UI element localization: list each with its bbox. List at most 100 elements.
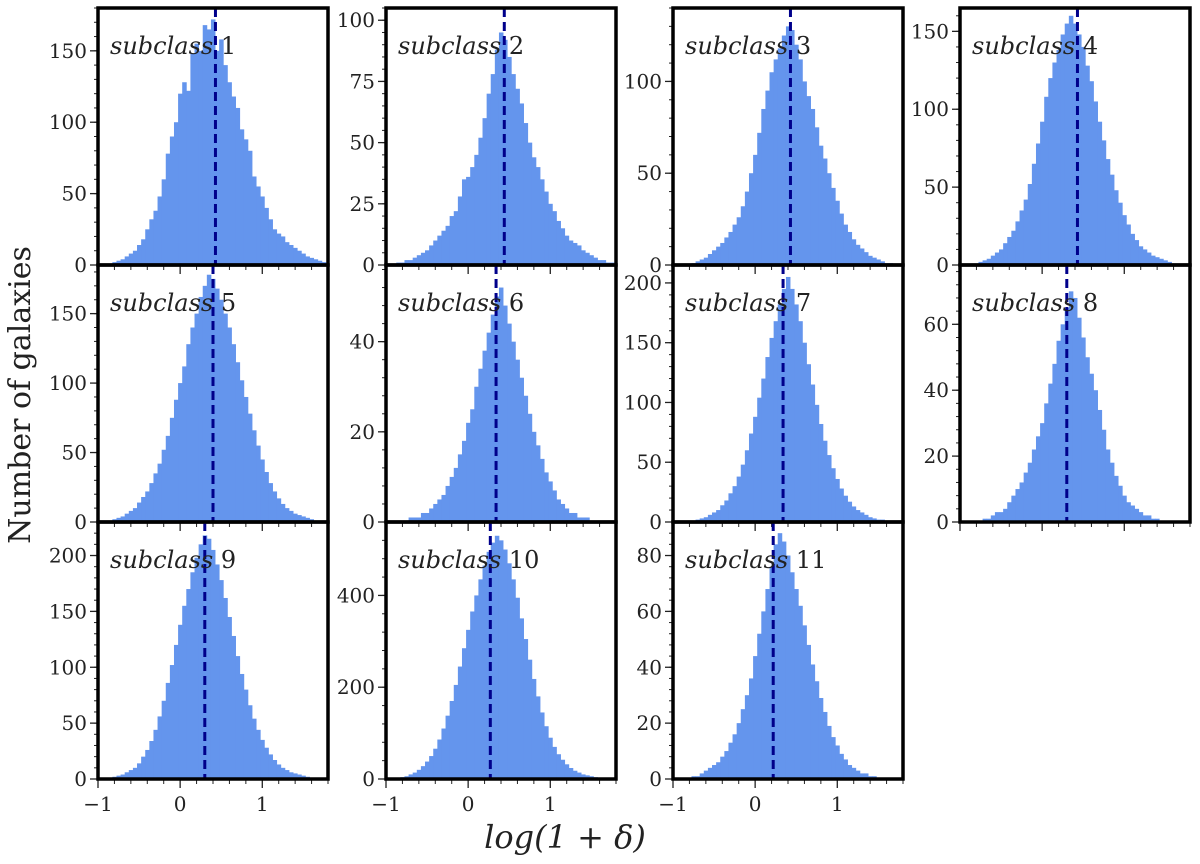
x-tick-label: 0 [174, 792, 187, 816]
histogram-bar [273, 491, 278, 522]
histogram-bar [774, 59, 779, 265]
histogram-bar [277, 234, 282, 265]
histogram-bar [1069, 291, 1074, 522]
histogram-bar [244, 139, 249, 265]
histogram-bar [749, 173, 754, 265]
histogram-bar [765, 91, 770, 265]
histogram-bar [182, 82, 187, 265]
histogram-bar [458, 667, 463, 779]
histogram-bar [1044, 403, 1049, 522]
histogram-bar [782, 542, 787, 779]
histogram-bar [1015, 489, 1020, 522]
histogram-bar [174, 400, 179, 522]
histogram-bar [454, 468, 459, 522]
histogram-bar [227, 617, 232, 779]
histogram-bar [450, 701, 455, 779]
histogram-bar [478, 138, 483, 265]
histogram-bar [273, 760, 278, 779]
histogram-bar [478, 369, 483, 522]
histogram-bar [1081, 337, 1086, 522]
histogram-bar [166, 154, 171, 265]
histogram-bar [577, 245, 582, 265]
panel-title: subclass 10 [398, 546, 539, 574]
histogram-bar [145, 750, 150, 779]
histogram-bar [778, 304, 783, 522]
histogram-bar [1020, 482, 1025, 522]
histogram-bar [462, 179, 467, 265]
histogram-bar [149, 741, 154, 779]
histogram-bar [1003, 243, 1008, 265]
histogram-bar [786, 26, 791, 265]
histogram-bar [524, 396, 529, 522]
y-tick-label: 20 [350, 420, 375, 444]
histogram-bar [289, 245, 294, 265]
y-tick-label: 20 [637, 711, 662, 735]
histogram-bar [260, 740, 265, 779]
histogram-bar [199, 297, 204, 522]
histogram-bar [252, 176, 257, 265]
histogram-bar [240, 380, 245, 522]
histogram-bar [716, 762, 721, 779]
histogram-bar [215, 289, 220, 522]
histogram-bar [1040, 122, 1045, 265]
histogram-bar [835, 201, 840, 265]
histogram-bar [256, 446, 261, 522]
histogram-bar [470, 611, 475, 779]
histogram-bar [852, 506, 857, 522]
x-tick-label: 1 [831, 792, 844, 816]
histogram-bar [1073, 298, 1078, 522]
histogram-bar [137, 763, 142, 779]
histogram-bar [864, 252, 869, 265]
histogram-bar [499, 540, 504, 779]
histogram-bar [503, 550, 508, 779]
histogram-bar [166, 683, 171, 779]
x-axis-label: log(1 + δ) [484, 818, 646, 856]
histogram-bar [499, 288, 504, 522]
histogram-bar [1098, 410, 1103, 522]
histogram-bar [835, 479, 840, 522]
y-tick-label: 60 [924, 312, 949, 336]
panel-title: subclass 4 [972, 32, 1098, 60]
histogram-bar [454, 211, 459, 265]
histogram-bar [178, 94, 183, 265]
histogram-bar [741, 709, 746, 779]
histogram-bar [519, 618, 524, 779]
histogram-bar [281, 236, 286, 265]
histogram-bar [536, 167, 541, 265]
histogram-bar [819, 424, 824, 522]
histogram-bar [158, 196, 163, 265]
y-tick-label: 0 [74, 510, 87, 534]
histogram-bar [536, 445, 541, 522]
y-tick-label: 400 [337, 583, 375, 607]
histogram-bar [823, 159, 828, 265]
histogram-bar [446, 716, 451, 779]
histogram-bar [1106, 159, 1111, 265]
histogram-bar [856, 245, 861, 265]
histogram-bar [421, 253, 426, 265]
histogram-bar [831, 468, 836, 522]
histogram-bar [556, 221, 561, 265]
histogram-bar [790, 572, 795, 779]
histogram-bar [519, 103, 524, 265]
histogram-bar [720, 505, 725, 522]
histogram-bar [802, 625, 807, 779]
histogram-bar [421, 766, 426, 779]
histogram-bar [1003, 509, 1008, 522]
histogram-bar [466, 630, 471, 779]
histogram-bar [166, 436, 171, 522]
panel-title: subclass 1 [110, 32, 236, 60]
histogram-bar [507, 57, 512, 265]
histogram-bar [1130, 506, 1135, 522]
histogram-bar [737, 217, 742, 265]
x-tick-label: 1 [544, 792, 557, 816]
histogram-bar [1139, 246, 1144, 265]
histogram-bars [691, 26, 893, 265]
y-tick-label: 150 [49, 599, 87, 623]
histogram-bar [552, 747, 557, 779]
histogram-bar [1085, 66, 1090, 265]
